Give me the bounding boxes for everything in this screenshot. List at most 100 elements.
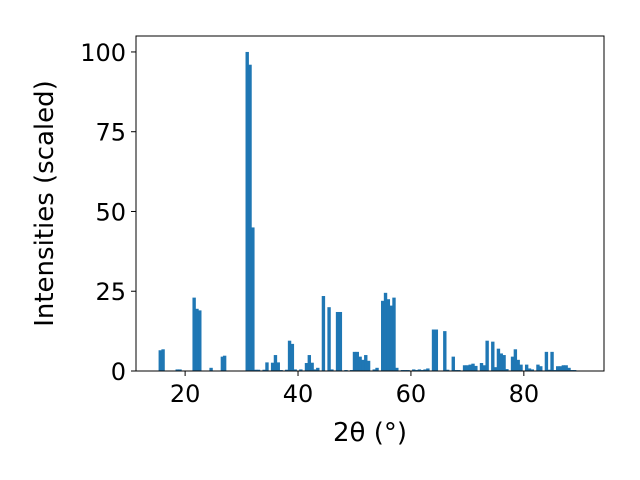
bar bbox=[327, 307, 331, 371]
bar bbox=[256, 369, 261, 371]
bar bbox=[316, 367, 320, 371]
bar bbox=[321, 296, 326, 371]
bar bbox=[395, 367, 399, 371]
bar bbox=[412, 369, 416, 371]
bar bbox=[392, 297, 396, 371]
y-tick-label: 25 bbox=[95, 278, 126, 306]
bar bbox=[352, 351, 357, 371]
bar bbox=[479, 363, 484, 371]
bar bbox=[270, 362, 275, 371]
bar bbox=[544, 351, 549, 371]
bar bbox=[364, 355, 368, 371]
bar bbox=[564, 365, 568, 371]
bar bbox=[431, 329, 436, 371]
bar bbox=[293, 369, 297, 371]
bar bbox=[209, 367, 213, 371]
bar bbox=[251, 227, 255, 371]
bar bbox=[465, 365, 470, 371]
bar-series bbox=[158, 51, 577, 372]
x-tick-label: 60 bbox=[396, 380, 427, 408]
bar bbox=[313, 369, 317, 371]
bar bbox=[482, 365, 487, 371]
bar bbox=[310, 362, 314, 371]
bar bbox=[192, 297, 196, 371]
bar bbox=[338, 311, 343, 371]
y-axis-label: Intensities (scaled) bbox=[30, 80, 60, 327]
bar bbox=[198, 310, 202, 371]
bar bbox=[505, 369, 509, 371]
bar bbox=[499, 353, 503, 371]
bar bbox=[426, 368, 430, 371]
bar bbox=[220, 356, 225, 371]
bar bbox=[513, 349, 518, 371]
bar bbox=[536, 364, 540, 371]
bar bbox=[471, 363, 475, 371]
bar bbox=[530, 369, 534, 371]
y-tick-label: 100 bbox=[80, 39, 126, 67]
bar bbox=[539, 366, 543, 371]
x-tick-label: 20 bbox=[170, 380, 201, 408]
y-tick-label: 75 bbox=[95, 119, 126, 147]
bar bbox=[417, 369, 422, 371]
bar bbox=[561, 365, 566, 371]
bar bbox=[361, 359, 365, 371]
y-tick-label: 0 bbox=[111, 358, 126, 386]
x-tick-label: 80 bbox=[509, 380, 540, 408]
bar bbox=[423, 369, 427, 371]
bar bbox=[510, 356, 515, 371]
bar bbox=[222, 355, 227, 371]
bar bbox=[355, 351, 359, 371]
bar bbox=[245, 51, 249, 371]
bar bbox=[304, 363, 309, 371]
bar bbox=[485, 340, 489, 371]
bar bbox=[285, 369, 289, 371]
bar bbox=[502, 355, 506, 371]
bar bbox=[445, 369, 450, 371]
bar bbox=[178, 369, 182, 371]
bar bbox=[307, 355, 312, 371]
bar bbox=[496, 348, 501, 371]
bar bbox=[276, 362, 280, 371]
bar bbox=[556, 366, 560, 371]
bar bbox=[527, 368, 532, 371]
bar bbox=[524, 364, 529, 371]
bar bbox=[175, 369, 179, 371]
bar bbox=[474, 365, 478, 371]
bar bbox=[161, 349, 165, 371]
x-axis-label: 2θ (°) bbox=[333, 418, 407, 448]
bar bbox=[567, 367, 571, 371]
bar bbox=[253, 369, 258, 371]
x-axis-ticks: 20 40 60 80 bbox=[170, 371, 539, 408]
y-tick-label: 50 bbox=[95, 198, 126, 226]
bar bbox=[265, 362, 269, 371]
bar bbox=[451, 356, 455, 371]
bar bbox=[381, 300, 385, 371]
bar bbox=[299, 369, 303, 371]
bar bbox=[330, 369, 334, 371]
x-tick-label: 40 bbox=[283, 380, 314, 408]
bar bbox=[386, 299, 391, 371]
plot-frame bbox=[135, 35, 605, 372]
bar bbox=[491, 341, 495, 371]
bar bbox=[358, 356, 362, 371]
bar bbox=[383, 292, 388, 371]
bar bbox=[389, 305, 393, 371]
bar bbox=[262, 369, 266, 371]
bar bbox=[519, 364, 523, 371]
bar bbox=[468, 364, 472, 371]
bar bbox=[366, 360, 371, 371]
bar bbox=[335, 311, 340, 371]
bar bbox=[443, 331, 447, 371]
y-axis-ticks: 0 25 50 75 100 bbox=[80, 39, 136, 386]
bar bbox=[558, 366, 563, 371]
bar bbox=[434, 329, 439, 371]
bar bbox=[550, 351, 554, 371]
bar bbox=[290, 343, 295, 371]
bar bbox=[547, 369, 551, 371]
bar bbox=[375, 367, 379, 371]
bar bbox=[493, 367, 498, 371]
bar bbox=[516, 359, 520, 371]
bar bbox=[372, 369, 376, 371]
bar bbox=[462, 365, 467, 371]
